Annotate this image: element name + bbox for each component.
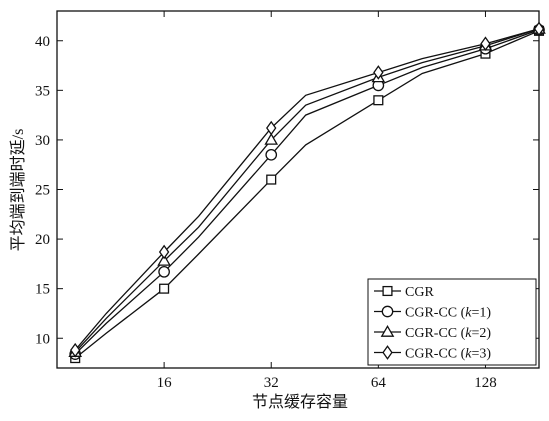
series-line xyxy=(74,30,540,359)
x-axis-ticks: 16 32 64 128 xyxy=(157,11,497,391)
marker-diamond xyxy=(158,244,170,260)
x-tick-label: 32 xyxy=(264,375,279,391)
legend-label-text: CGR-CC ( xyxy=(405,347,466,362)
legend-label: CGR-CC (k=1) xyxy=(405,306,491,321)
y-tick-label: 20 xyxy=(35,232,50,248)
legend-label: CGR xyxy=(405,285,434,300)
legend-label-k: k xyxy=(465,347,472,362)
legend-label-suffix: =1) xyxy=(472,306,492,321)
legend-label-text: CGR-CC ( xyxy=(405,306,466,321)
marker-diamond xyxy=(533,21,545,37)
marker-diamond xyxy=(70,342,81,358)
legend-label-text: CGR-CC ( xyxy=(405,326,466,341)
marker-triangle xyxy=(380,324,395,337)
legend-label: CGR-CC (k=3) xyxy=(405,347,491,362)
series-line xyxy=(74,28,540,353)
legend-box xyxy=(367,278,537,366)
marker-diamond xyxy=(480,36,491,52)
series-line xyxy=(74,28,540,351)
y-tick-label: 10 xyxy=(35,331,50,347)
y-axis-ticks: 10 15 20 25 30 35 40 xyxy=(35,34,539,347)
legend-label-suffix: =2) xyxy=(472,326,492,341)
marker-circle xyxy=(265,148,278,161)
legend-label-text: CGR xyxy=(405,285,434,300)
x-axis-label: 节点缓存容量 xyxy=(252,393,348,411)
marker-square xyxy=(382,285,393,297)
marker-diamond xyxy=(266,120,277,136)
marker-diamond xyxy=(382,345,393,360)
series-layer xyxy=(68,21,546,364)
y-tick-label: 15 xyxy=(35,282,50,298)
marker-triangle xyxy=(157,253,171,266)
y-tick-label: 30 xyxy=(35,133,50,149)
marker-square xyxy=(266,174,277,185)
y-tick-label: 40 xyxy=(35,34,50,50)
marker-square xyxy=(159,283,170,294)
marker-diamond xyxy=(373,65,384,80)
y-axis-label: 平均端到端时延/s xyxy=(9,129,27,252)
x-tick-label: 16 xyxy=(157,375,173,391)
y-tick-label: 25 xyxy=(35,183,50,199)
legend-label: CGR-CC (k=2) xyxy=(405,326,491,341)
x-tick-label: 64 xyxy=(371,375,387,391)
series-diamond xyxy=(70,21,545,358)
x-tick-label: 128 xyxy=(474,375,497,391)
marker-circle xyxy=(158,265,170,278)
marker-circle xyxy=(381,305,394,318)
legend-label-k: k xyxy=(465,326,472,341)
y-tick-label: 35 xyxy=(35,83,50,99)
legend-label-k: k xyxy=(465,306,472,321)
series-line xyxy=(74,29,540,355)
legend-label-suffix: =3) xyxy=(472,347,492,362)
marker-triangle xyxy=(264,132,279,145)
marker-square xyxy=(373,95,384,106)
